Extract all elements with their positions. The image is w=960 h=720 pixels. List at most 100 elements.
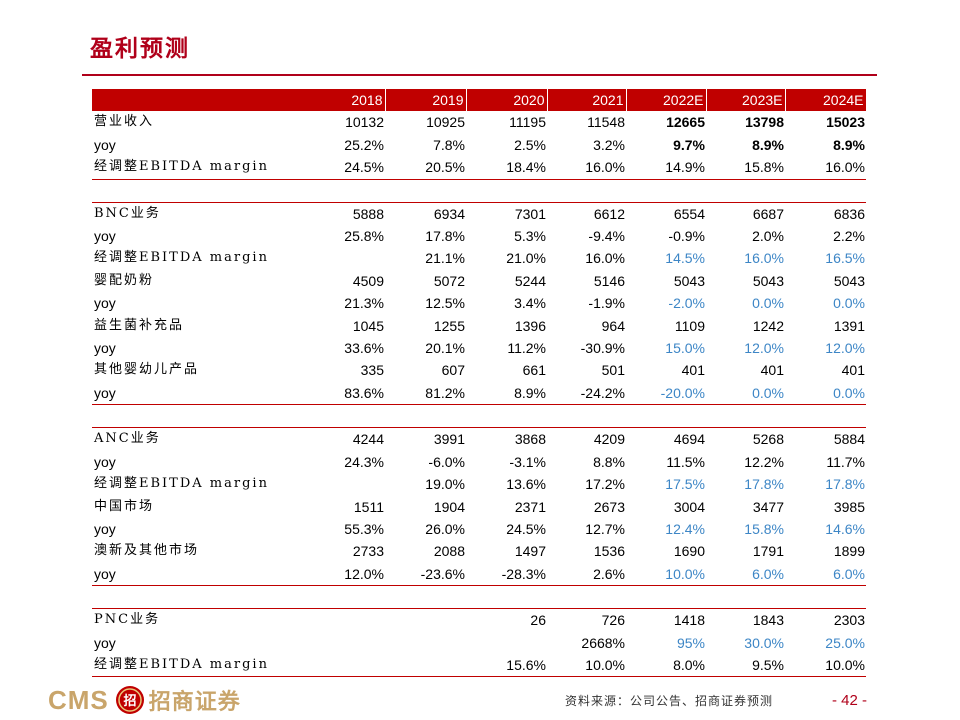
value-cell: 12.0% [302,562,385,587]
row-label: 营业收入 [94,114,155,130]
value-cell: 11548 [587,114,625,131]
value-cell: 2.6% [547,562,626,587]
value-cell [466,632,547,654]
value-cell: 14.6% [825,520,865,537]
value-cell: 1396 [514,317,546,334]
value-cell: 3.4% [514,295,546,312]
spacer-cell [302,179,385,203]
row-label: BNC业务 [94,205,161,221]
value-cell: 9.7% [673,136,705,153]
row-label: 经调整EBITDA margin [92,653,302,678]
value-cell: 5888 [352,205,384,222]
row-label: yoy [92,381,302,406]
cms-logo: CMS 招 招商证券 [48,684,241,716]
value-cell: 16.0% [744,250,784,267]
spacer-cell [547,585,626,610]
row-label: yoy [94,136,116,153]
value-cell: 7.8% [433,136,465,153]
spacer-cell [92,179,302,203]
value-cell: 6.0% [785,562,866,587]
value-cell: 1109 [674,317,705,334]
value-cell: 5268 [752,431,784,448]
table-row: yoy 2668% 95% 30.0% 25.0% [92,632,866,654]
value-cell [302,473,385,495]
brand-name: 招商证券 [148,689,241,715]
value-cell: 1511 [353,498,384,515]
spacer-cell [547,179,626,203]
table-row: yoy 33.6% 20.1% 11.2% -30.9% 15.0% 12.0% 12.0% [92,337,866,359]
table-row: 澳新及其他市场 2733 2088 1497 1536 1690 1791 1899 [92,540,866,562]
value-cell: 18.4% [466,156,547,180]
value-cell: 0.0% [706,381,785,406]
value-cell: 964 [601,317,625,334]
value-cell: 3477 [752,498,784,515]
value-cell: 11.5% [666,453,705,470]
table-row: yoy 83.6% 81.2% 8.9% -24.2% -20.0% 0.0% 0.0% [92,381,866,406]
value-cell: 1045 [352,317,384,334]
value-cell: 13798 [745,114,784,131]
spacer-cell [385,179,466,203]
value-cell: 24.3% [344,453,384,470]
group-spacer [92,404,866,429]
value-cell: 2303 [833,612,865,629]
value-cell: 17.8% [425,228,465,245]
table-row: yoy 21.3% 12.5% 3.4% -1.9% -2.0% 0.0% 0.0% [92,292,866,314]
value-cell: 16.0% [547,156,626,180]
value-cell: 16.0% [585,250,625,267]
spacer-cell [626,585,706,610]
value-cell: 14.9% [626,156,706,180]
table-row: yoy 12.0% -23.6% -28.3% 2.6% 10.0% 6.0% 6.0% [92,562,866,587]
row-label: ANC业务 [94,431,161,447]
value-cell: 4509 [352,272,384,289]
spacer-cell [547,404,626,429]
table-row: 益生菌补充品 1045 1255 1396 964 1109 1242 1391 [92,315,866,337]
value-cell: 17.8% [825,476,865,493]
table-row: 经调整EBITDA margin 19.0% 13.6% 17.2% 17.5% 17.8… [92,473,866,495]
spacer-cell [626,179,706,203]
value-cell: 20.5% [385,156,466,180]
value-cell: 1843 [752,612,784,629]
value-cell: 81.2% [385,381,466,406]
row-label: 经调整EBITDA margin [94,476,269,492]
row-label: yoy [94,453,116,470]
value-cell: 1497 [514,543,546,560]
value-cell: 5043 [673,272,705,289]
value-cell: 5884 [833,431,865,448]
title-divider [82,74,877,76]
value-cell: 6.0% [706,562,785,587]
value-cell [302,609,385,632]
source-note: 资料来源：公司公告、招商证券预测 [565,694,774,708]
value-cell: 20.1% [425,340,465,357]
table-row: BNC业务 5888 6934 7301 6612 6554 6687 6836 [92,202,866,225]
value-cell: 19.0% [425,476,465,493]
value-cell: 26 [530,612,546,629]
table-row: yoy 24.3% -6.0% -3.1% 8.8% 11.5% 12.2% 11.7% [92,451,866,473]
spacer-cell [785,179,866,203]
value-cell: 5043 [833,272,865,289]
value-cell: 21.0% [506,250,546,267]
row-label: 经调整EBITDA margin [92,156,302,180]
table-row: 中国市场 1511 1904 2371 2673 3004 3477 3985 [92,496,866,518]
value-cell: 11.2% [507,340,546,357]
row-label: 婴配奶粉 [94,272,155,288]
value-cell: 30.0% [744,634,784,651]
value-cell: -24.2% [547,381,626,406]
value-cell: 25.2% [344,136,384,153]
value-cell: 0.0% [833,295,865,312]
value-cell: -6.0% [428,453,465,470]
spacer-cell [92,404,302,429]
row-label: 益生菌补充品 [94,317,185,333]
value-cell: -28.3% [466,562,547,587]
value-cell: 11.7% [826,453,865,470]
spacer-cell [92,585,302,610]
value-cell: 607 [441,362,465,379]
value-cell: 401 [841,362,865,379]
value-cell: 1418 [673,612,705,629]
value-cell: 15.6% [466,653,547,678]
row-label: 其他婴幼儿产品 [94,362,200,378]
value-cell: 12.4% [665,520,705,537]
value-cell: 10925 [426,114,465,131]
table-row: 其他婴幼儿产品 335 607 661 501 401 401 401 [92,359,866,381]
value-cell: 3004 [673,498,705,515]
value-cell [385,609,466,632]
